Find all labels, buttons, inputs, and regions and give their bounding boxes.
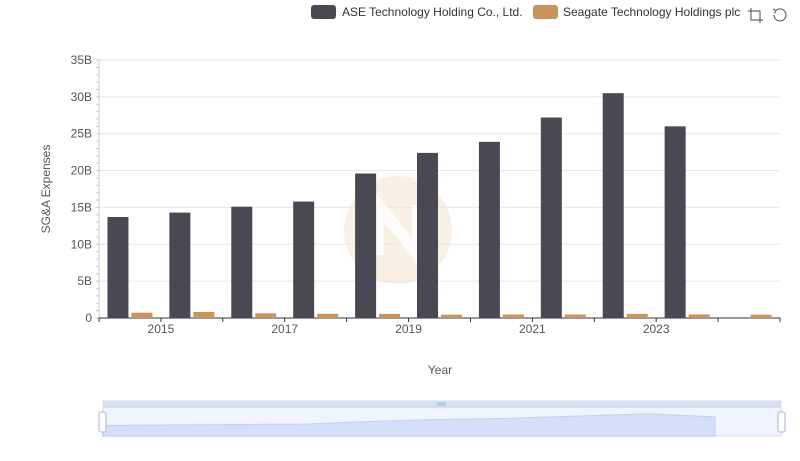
bar-ase[interactable] [478, 141, 500, 318]
bar-ase[interactable] [231, 206, 253, 318]
bar-ase[interactable] [107, 217, 129, 318]
bar-seagate[interactable] [131, 312, 153, 318]
bar-ase[interactable] [664, 126, 686, 318]
legend: ASE Technology Holding Co., Ltd. Seagate… [311, 5, 740, 19]
bar-ase[interactable] [293, 201, 315, 318]
legend-label-ase: ASE Technology Holding Co., Ltd. [342, 5, 523, 19]
x-tick-label: 2015 [148, 322, 175, 336]
crop-icon[interactable] [748, 8, 763, 23]
bar-ase[interactable] [602, 93, 624, 319]
bars [107, 93, 772, 319]
bar-seagate[interactable] [688, 314, 710, 318]
legend-item-ase[interactable]: ASE Technology Holding Co., Ltd. [311, 5, 523, 19]
zoom-preview-area [102, 413, 716, 437]
x-tick-label: 2017 [271, 322, 298, 336]
x-tick-label: 2021 [519, 322, 546, 336]
y-axis-title: SG&A Expenses [39, 145, 53, 234]
zoom-selection [103, 408, 781, 436]
legend-swatch-seagate [533, 5, 558, 19]
y-tick-label: 15B [71, 200, 92, 214]
restore-icon[interactable] [772, 8, 787, 22]
bar-seagate[interactable] [193, 311, 215, 318]
legend-label-seagate: Seagate Technology Holdings plc [563, 5, 740, 19]
y-tick-label: 5B [77, 274, 92, 288]
x-axis: 2015 2017 2019 2021 2023 [98, 317, 781, 336]
y-tick-label: 25B [71, 127, 92, 141]
legend-item-seagate[interactable]: Seagate Technology Holdings plc [533, 5, 740, 19]
bar-ase[interactable] [540, 117, 562, 318]
y-tick-label: 0 [85, 311, 92, 325]
bar-seagate[interactable] [317, 313, 339, 318]
x-tick-label: 2023 [643, 322, 670, 336]
bar-seagate[interactable] [750, 314, 772, 318]
x-tick-label: 2019 [395, 322, 422, 336]
y-tick-label: 30B [71, 90, 92, 104]
y-tick-label: 35B [71, 53, 92, 67]
bar-seagate[interactable] [441, 314, 462, 318]
bar-seagate[interactable] [626, 313, 648, 318]
bar-seagate[interactable] [255, 313, 277, 318]
zoom-center-grip[interactable] [437, 402, 446, 406]
x-axis-title: Year [428, 363, 452, 377]
bar-ase[interactable] [355, 173, 377, 318]
legend-swatch-ase [311, 5, 336, 19]
data-zoom-slider[interactable] [98, 400, 786, 437]
y-tick-label: 20B [71, 164, 92, 178]
bar-ase[interactable] [417, 152, 438, 318]
y-axis: 0 5B 10B 15B 20B 25B 30B 35B [71, 53, 100, 325]
bar-ase[interactable] [169, 212, 191, 318]
bar-seagate[interactable] [502, 314, 524, 318]
bar-seagate[interactable] [379, 313, 401, 318]
bar-seagate[interactable] [564, 314, 586, 318]
y-tick-label: 10B [71, 237, 92, 251]
zoom-handle-left[interactable] [98, 411, 107, 433]
zoom-handle-right[interactable] [777, 411, 786, 433]
